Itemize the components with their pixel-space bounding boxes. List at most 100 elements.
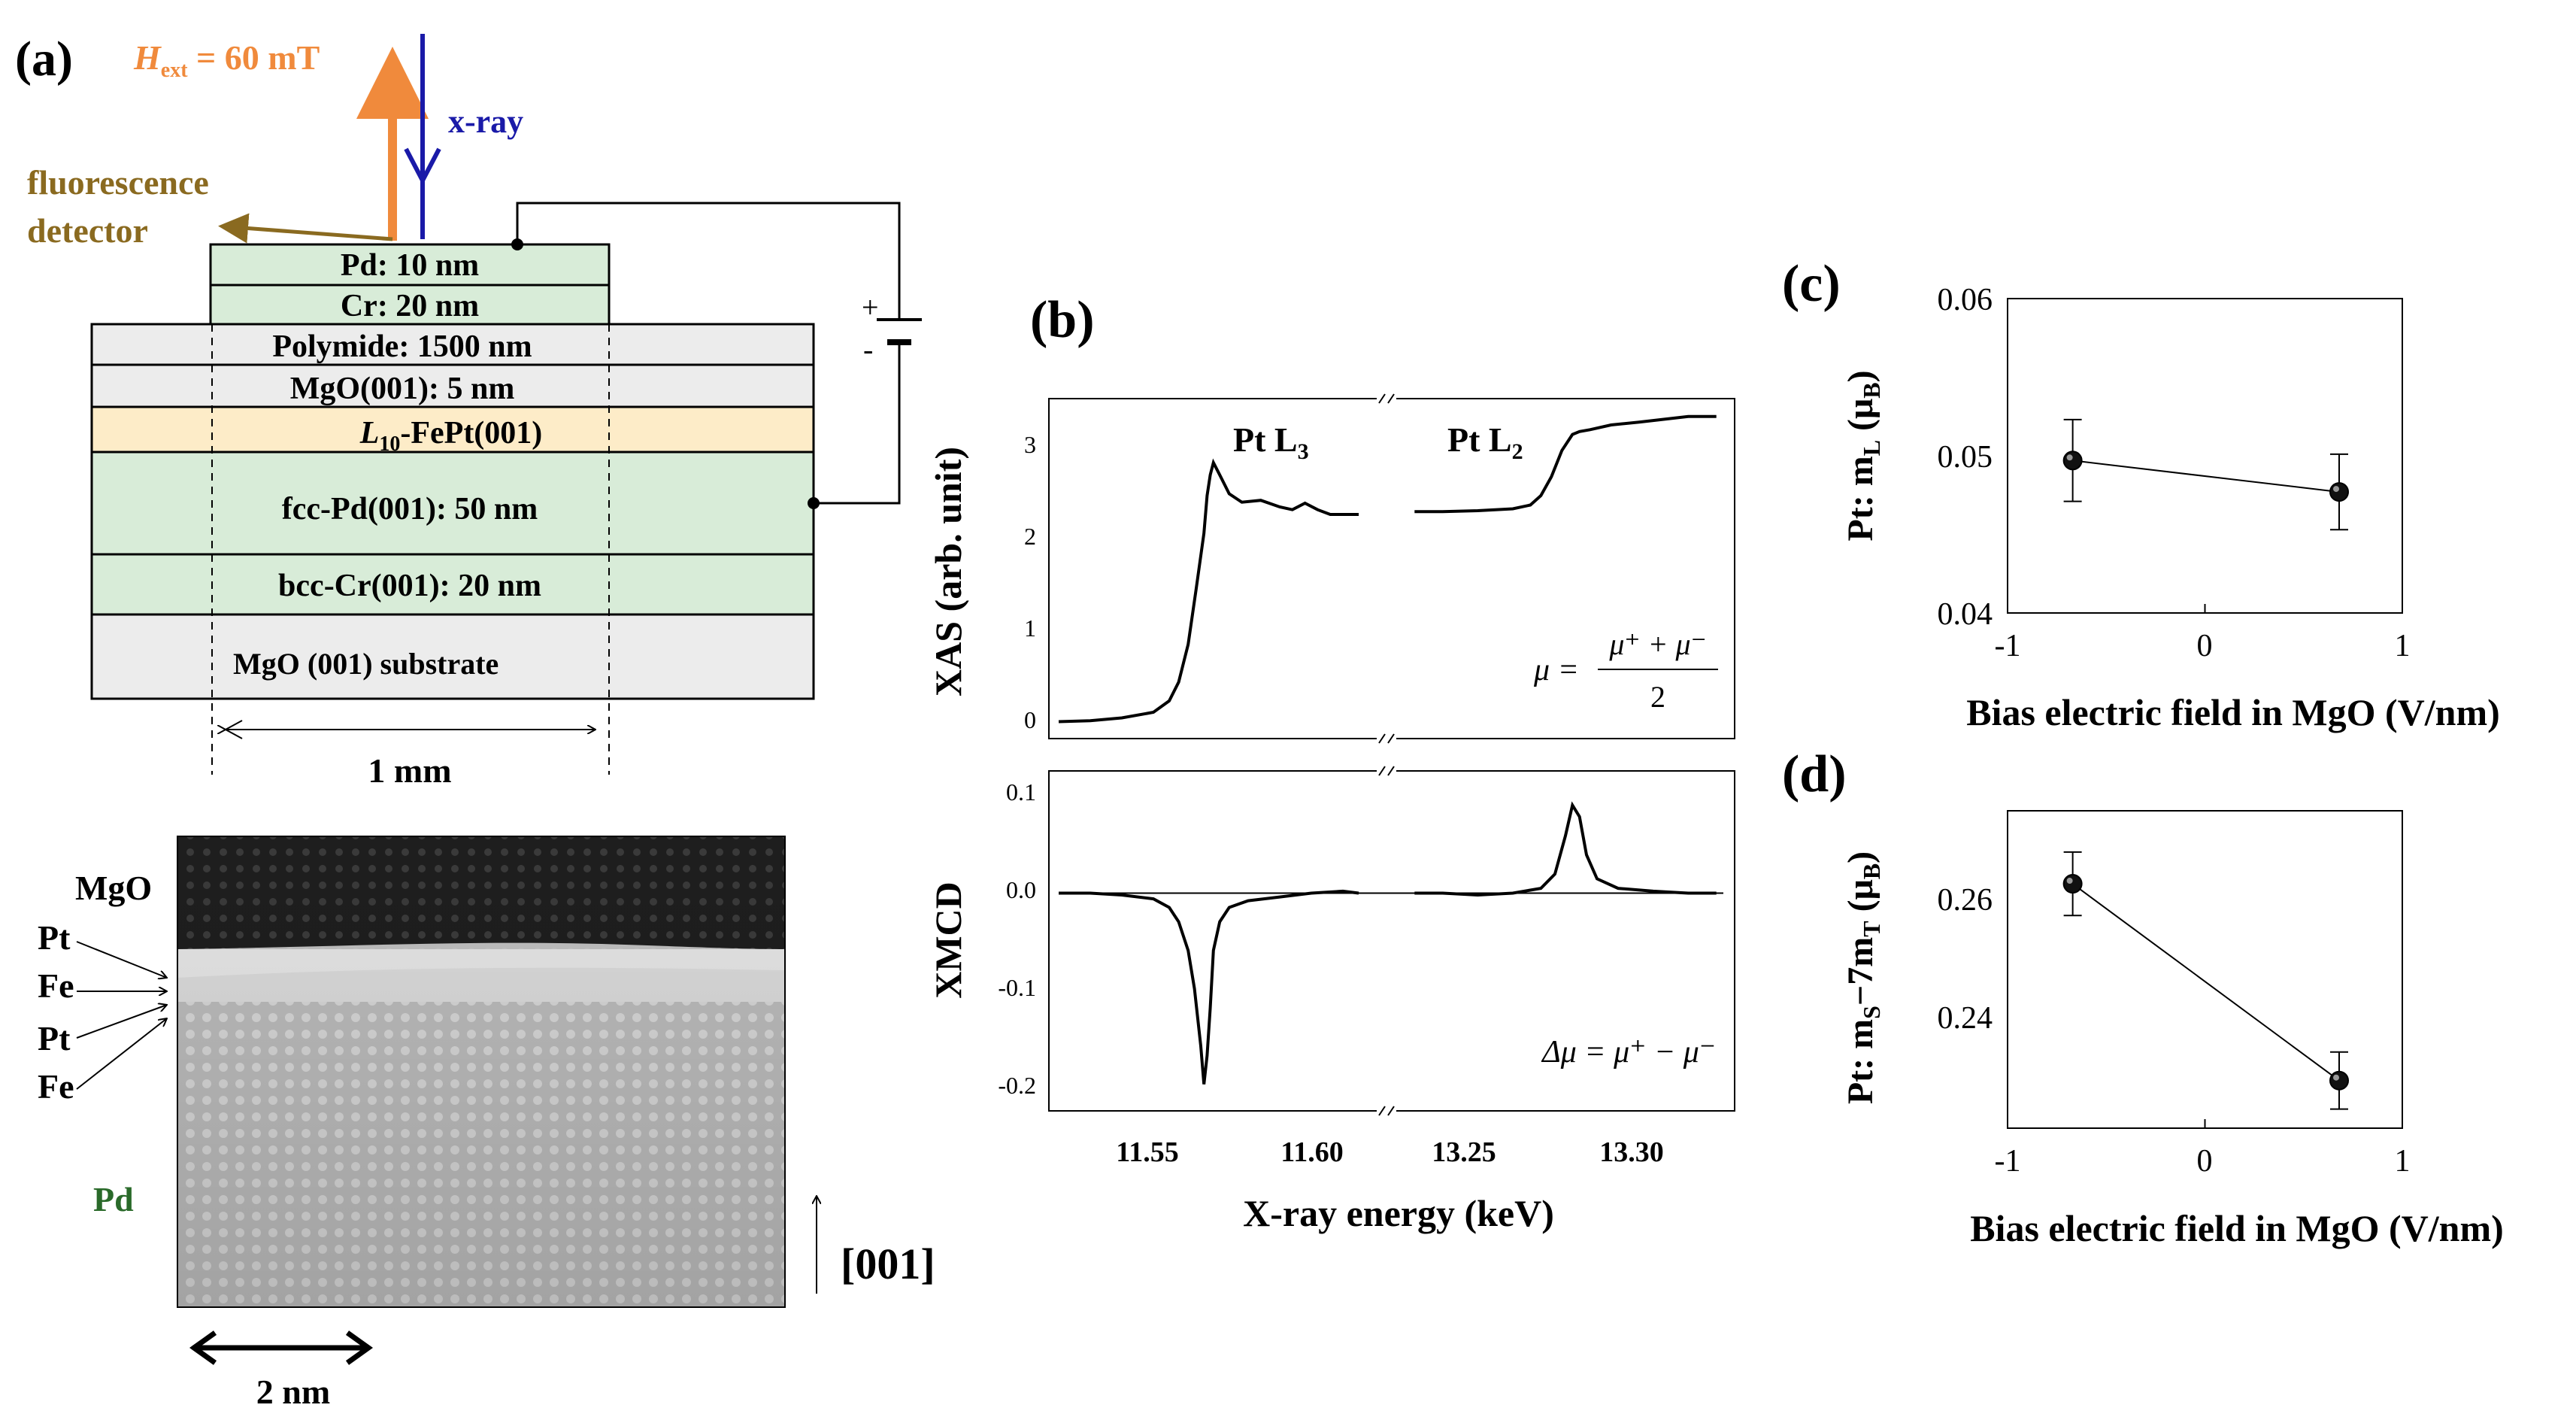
b-xtick: 11.60: [1280, 1136, 1343, 1168]
xmcd-ytick: 0.1: [1006, 778, 1036, 806]
c-xtick: 1: [2395, 629, 2411, 663]
detector-label-1: fluorescence: [27, 163, 209, 202]
tem-label-fe1: Fe: [38, 966, 74, 1005]
d-ytick: 0.26: [1938, 883, 1993, 918]
d-xtick: 0: [2197, 1144, 2213, 1179]
layer-cr-top: [209, 284, 611, 326]
c-ytick: 0.05: [1938, 440, 1993, 475]
c-series-line: [2072, 460, 2340, 493]
battery-minus: -: [863, 332, 873, 366]
xas-yticks: 0 1 2 3: [1024, 431, 1036, 733]
c-plot: [2007, 418, 2403, 613]
c-yticks: 0.04 0.05 0.06: [1938, 283, 1993, 632]
tem-label-pt2: Pt: [38, 1019, 71, 1057]
panel-c: 0.04 0.05 0.06 -1 0 1 Pt: mL (μB) Bias e…: [1841, 283, 2500, 733]
c-data-point-highlight: [2333, 486, 2339, 493]
d-data-point: [2062, 874, 2083, 894]
battery-plus: +: [862, 290, 879, 324]
panel-b: Pt L3 Pt L2 μ = μ⁺ + μ⁻ 2 Δμ = μ⁺ − μ⁻ 0…: [927, 391, 1735, 1234]
xmcd-ytick: 0.0: [1006, 876, 1036, 903]
xas-plot: [1058, 414, 1717, 724]
layer-pd-top-label: Pd: 10 nm: [341, 248, 479, 283]
layer-polymide-label: Polymide: 1500 nm: [272, 329, 532, 364]
d-data-point-highlight: [2333, 1074, 2339, 1081]
mu-formula-num: μ⁺ + μ⁻: [1608, 627, 1706, 661]
c-xtick: 0: [2197, 629, 2213, 663]
panel-label-a: (a): [15, 32, 73, 86]
d-xlabel: Bias electric field in MgO (V/nm): [1970, 1207, 2504, 1249]
xray-label: x-ray: [448, 103, 523, 140]
c-xticks: -1 0 1: [1995, 629, 2411, 663]
circuit-wire-2: [814, 342, 901, 505]
tem-image: MgO Pt Fe Pt Fe Pd [001] 2 nm: [38, 836, 935, 1411]
layer-substrate-label: MgO (001) substrate: [233, 647, 499, 681]
xmcd-plot: [1059, 801, 1723, 1085]
edge-l2-label: Pt L2: [1447, 420, 1523, 464]
b-xticks: 11.55 11.60 13.25 13.30: [1116, 1136, 1663, 1168]
axis-breaks: [1377, 391, 1396, 1118]
scale-label: 2 nm: [256, 1373, 330, 1411]
xas-ytick: 0: [1024, 706, 1036, 733]
c-ylabel: Pt: mL (μB): [1841, 370, 1885, 541]
c-data-point-highlight: [2066, 454, 2073, 461]
panel-a-schematic: Hext = 60 mT x-ray fluorescence detector…: [27, 34, 922, 790]
direction-label: [001]: [841, 1239, 935, 1288]
circuit-wire: [516, 202, 901, 320]
xmcd-ylabel: XMCD: [927, 881, 969, 999]
detector-label-2: detector: [27, 211, 148, 250]
layer-mgo-label: MgO(001): 5 nm: [290, 372, 515, 406]
xas-ylabel: XAS (arb. unit): [927, 447, 969, 696]
d-yticks: 0.24 0.26: [1938, 883, 1993, 1036]
d-xtick: 1: [2395, 1144, 2411, 1179]
layer-cr-top-label: Cr: 20 nm: [341, 289, 479, 323]
d-plot: [2007, 851, 2403, 1128]
xmcd-ytick: -0.2: [998, 1072, 1036, 1099]
c-data-point: [2062, 451, 2083, 471]
width-label: 1 mm: [368, 751, 451, 790]
xas-frame: [1048, 398, 1735, 739]
xmcd-series-line: [1414, 801, 1717, 897]
c-xtick: -1: [1995, 629, 2021, 663]
tem-label-pt1: Pt: [38, 918, 71, 957]
tem-pointer-lines: [76, 941, 167, 1090]
c-ytick: 0.06: [1938, 283, 1993, 317]
b-xtick: 13.30: [1599, 1136, 1664, 1168]
xas-ytick: 3: [1024, 431, 1036, 458]
dmu-formula: Δμ = μ⁺ − μ⁻: [1541, 1035, 1716, 1070]
tem-label-fe2: Fe: [38, 1067, 74, 1106]
panel-d: 0.24 0.26 -1 0 1 Pt: mS−7mT (μB) Bias el…: [1841, 810, 2504, 1249]
d-xticks: -1 0 1: [1995, 1144, 2411, 1179]
b-xtick: 11.55: [1116, 1136, 1178, 1168]
layer-fcc-pd-label: fcc-Pd(001): 50 nm: [282, 492, 538, 526]
tem-label-pd: Pd: [93, 1180, 134, 1218]
layer-pd-top: [209, 243, 611, 287]
d-ytick: 0.24: [1938, 1001, 1993, 1036]
b-xtick: 13.25: [1432, 1136, 1496, 1168]
d-data-point-highlight: [2066, 878, 2073, 884]
panel-label-c: (c): [1782, 255, 1841, 313]
edge-l3-label: Pt L3: [1233, 420, 1309, 464]
panel-label-b: (b): [1030, 291, 1095, 349]
tem-shade: [177, 836, 785, 1307]
xmcd-yticks: 0.1 0.0 -0.1 -0.2: [998, 778, 1036, 1099]
c-ytick: 0.04: [1938, 597, 1993, 632]
layer-bcc-cr-label: bcc-Cr(001): 20 nm: [278, 569, 541, 603]
xray-arrowhead: [404, 147, 441, 186]
xas-ytick: 2: [1024, 523, 1036, 550]
c-data-point: [2329, 482, 2349, 502]
xas-series-line: [1058, 458, 1359, 724]
c-xlabel: Bias electric field in MgO (V/nm): [1966, 691, 2500, 733]
width-arrow-left-head: [225, 720, 243, 739]
scale-arrow-heads: [189, 1330, 374, 1365]
d-xtick: -1: [1995, 1144, 2021, 1179]
xmcd-series-line: [1059, 889, 1359, 1085]
tem-frame: [177, 836, 786, 1308]
d-series-line: [2072, 883, 2340, 1082]
field-label: Hext = 60 mT: [133, 38, 320, 82]
d-ylabel: Pt: mS−7mT (μB): [1841, 851, 1885, 1104]
xas-ytick: 1: [1024, 614, 1036, 642]
xmcd-ytick: -0.1: [998, 974, 1036, 1001]
detector-arrow: [218, 213, 393, 244]
b-xlabel: X-ray energy (keV): [1243, 1192, 1554, 1234]
